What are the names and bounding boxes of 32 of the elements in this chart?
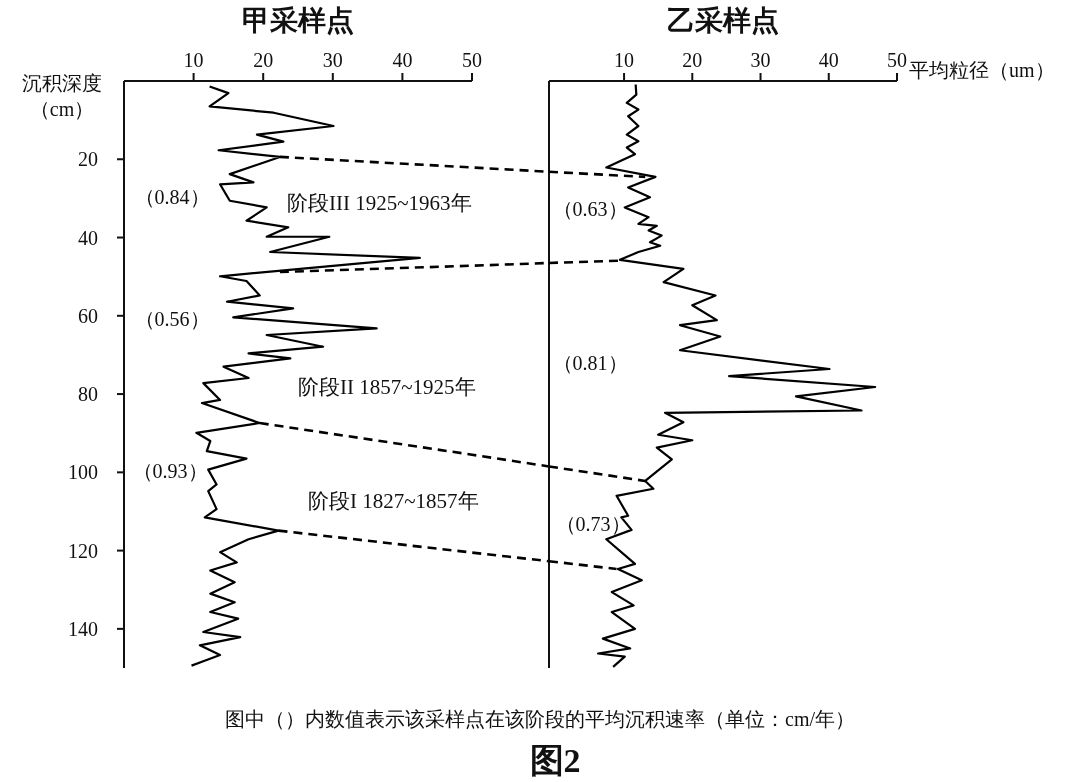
x-tick-label: 30 — [750, 49, 771, 71]
y-tick-label: 120 — [68, 539, 98, 562]
y-tick-label: 140 — [68, 617, 98, 640]
text: 图中（）内数值表示该采样点在该阶段的平均沉积速率（单位：cm/年） — [225, 708, 855, 730]
x-tick-label: 10 — [614, 49, 635, 71]
annotation: （0.63） — [552, 198, 628, 220]
chart-title: 乙采样点 — [667, 5, 779, 36]
y-tick-label: 20 — [78, 148, 98, 171]
annotation: （0.73） — [555, 513, 631, 535]
x-tick-label: 40 — [818, 49, 839, 71]
caption: 图2 — [529, 742, 581, 779]
y-tick-label: 40 — [78, 226, 98, 249]
x-tick-label: 30 — [322, 49, 343, 71]
annotation: 阶段I 1827~1857年 — [308, 489, 479, 513]
y-tick-label: 60 — [78, 304, 98, 327]
x-tick-label: 50 — [887, 49, 907, 71]
annotation: 阶段II 1857~1925年 — [298, 375, 476, 399]
chart-title: 甲采样点 — [242, 5, 354, 36]
y-tick-label: 80 — [78, 383, 98, 406]
x-tick-label: 20 — [682, 49, 703, 71]
annotation: 阶段III 1925~1963年 — [287, 191, 472, 215]
y-axis-title: 沉积深度（cm） — [21, 71, 103, 122]
x-tick-label: 20 — [253, 49, 274, 71]
x-tick-label: 50 — [462, 49, 482, 71]
annotation: （0.56） — [134, 308, 210, 330]
x-tick-label: 40 — [392, 49, 413, 71]
y-tick-label: 100 — [68, 461, 98, 484]
x-axis-title: 平均粒径（um） — [909, 59, 1055, 81]
annotation: （0.84） — [134, 186, 210, 208]
annotation: （0.81） — [552, 352, 628, 374]
x-tick-label: 10 — [183, 49, 204, 71]
annotation: （0.93） — [132, 460, 208, 482]
